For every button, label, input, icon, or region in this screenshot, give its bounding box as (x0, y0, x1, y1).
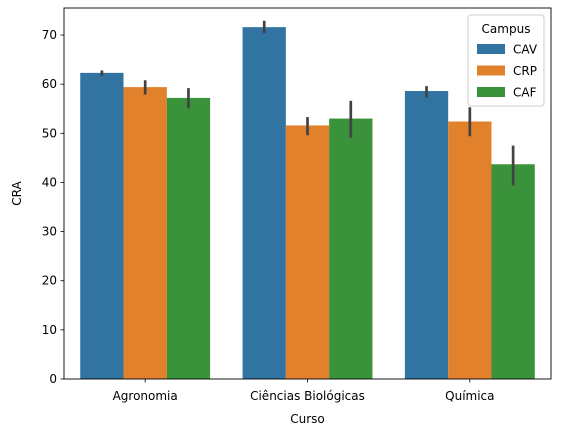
bar-caf-2 (329, 118, 373, 379)
y-tick-label: 0 (49, 372, 57, 386)
y-axis: 0 10 20 30 40 50 60 70 (42, 28, 64, 386)
bar-crp-1 (123, 87, 167, 380)
legend-label-cav: CAV (513, 43, 538, 57)
bar-crp-2 (285, 125, 330, 379)
y-tick-label: 20 (42, 274, 57, 288)
legend-title: Campus (482, 22, 531, 36)
legend-swatch-caf (477, 87, 505, 97)
legend: Campus CAV CRP CAF (467, 14, 545, 107)
legend-label-crp: CRP (513, 64, 537, 78)
errorbars-layer (100, 20, 515, 186)
y-tick-label: 40 (42, 175, 57, 189)
legend-label-caf: CAF (513, 86, 537, 100)
bar-cav-1 (80, 72, 124, 380)
x-axis-label: Curso (290, 412, 325, 426)
x-tick-label: Ciências Biológicas (250, 389, 365, 403)
bar-cav-2 (242, 27, 286, 379)
legend-swatch-crp (477, 65, 505, 76)
y-tick-label: 70 (42, 28, 57, 42)
y-tick-label: 50 (42, 126, 57, 140)
bar-crp-3 (448, 121, 492, 379)
bars-layer (80, 27, 535, 380)
x-tick-label: Agronomia (113, 389, 178, 403)
y-axis-label: CRA (10, 180, 24, 205)
y-tick-label: 30 (42, 225, 57, 239)
bar-caf-3 (491, 164, 535, 379)
x-tick-label: Química (445, 389, 494, 403)
y-tick-label: 60 (42, 77, 57, 91)
legend-swatch-cav (477, 44, 505, 54)
legend-box (467, 14, 545, 107)
y-tick-label: 10 (42, 323, 57, 337)
bar-caf-1 (166, 97, 211, 380)
x-axis: Agronomia Ciências Biológicas Química (113, 379, 495, 403)
legend-items: CAV CRP CAF (477, 43, 538, 100)
bar-cav-3 (404, 91, 449, 380)
